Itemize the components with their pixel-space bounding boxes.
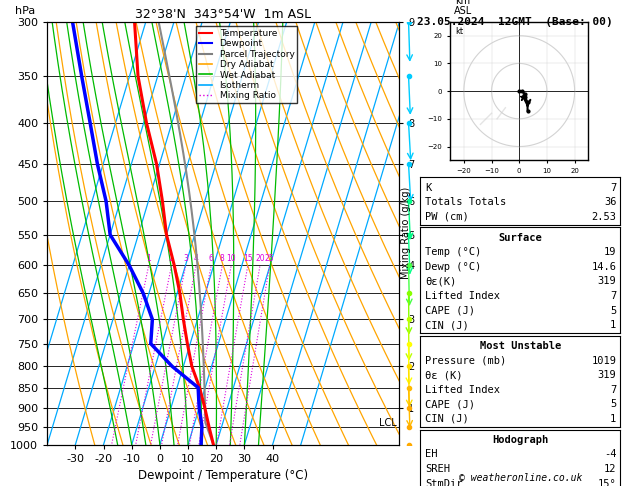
Text: 15: 15 — [243, 254, 252, 263]
Text: 7: 7 — [610, 385, 616, 395]
Text: 25: 25 — [265, 254, 274, 263]
Text: 319: 319 — [598, 370, 616, 380]
Text: © weatheronline.co.uk: © weatheronline.co.uk — [459, 473, 582, 483]
Text: 3: 3 — [183, 254, 188, 263]
Text: 1: 1 — [610, 414, 616, 424]
Text: Totals Totals: Totals Totals — [425, 197, 506, 207]
Text: 2: 2 — [169, 254, 174, 263]
Text: Lifted Index: Lifted Index — [425, 291, 500, 301]
Text: 15°: 15° — [598, 479, 616, 486]
Text: 20: 20 — [255, 254, 265, 263]
Text: 5: 5 — [610, 306, 616, 315]
Text: Temp (°C): Temp (°C) — [425, 247, 481, 257]
Text: Most Unstable: Most Unstable — [479, 341, 561, 351]
Text: SREH: SREH — [425, 464, 450, 474]
Text: Dewp (°C): Dewp (°C) — [425, 262, 481, 272]
Text: 19: 19 — [604, 247, 616, 257]
Text: 8: 8 — [220, 254, 225, 263]
Text: 10: 10 — [226, 254, 236, 263]
Text: 23.05.2024  12GMT  (Base: 00): 23.05.2024 12GMT (Base: 00) — [416, 17, 613, 27]
Text: Hodograph: Hodograph — [492, 435, 548, 445]
Text: 6: 6 — [209, 254, 213, 263]
Text: CIN (J): CIN (J) — [425, 320, 469, 330]
Text: -4: -4 — [604, 450, 616, 459]
Text: 1: 1 — [146, 254, 151, 263]
Text: 7: 7 — [610, 183, 616, 192]
Text: 14.6: 14.6 — [591, 262, 616, 272]
Text: km
ASL: km ASL — [454, 0, 472, 16]
Text: PW (cm): PW (cm) — [425, 212, 469, 222]
Text: 36: 36 — [604, 197, 616, 207]
Text: 4: 4 — [193, 254, 198, 263]
Text: θε(K): θε(K) — [425, 277, 457, 286]
Text: θε (K): θε (K) — [425, 370, 463, 380]
Text: 5: 5 — [610, 399, 616, 409]
Legend: Temperature, Dewpoint, Parcel Trajectory, Dry Adiabat, Wet Adiabat, Isotherm, Mi: Temperature, Dewpoint, Parcel Trajectory… — [196, 26, 297, 103]
Text: CIN (J): CIN (J) — [425, 414, 469, 424]
Text: 319: 319 — [598, 277, 616, 286]
X-axis label: Dewpoint / Temperature (°C): Dewpoint / Temperature (°C) — [138, 469, 308, 482]
Text: CAPE (J): CAPE (J) — [425, 399, 475, 409]
Text: 12: 12 — [604, 464, 616, 474]
Text: 1019: 1019 — [591, 356, 616, 365]
Text: 1: 1 — [610, 320, 616, 330]
Text: hPa: hPa — [16, 5, 36, 16]
Text: K: K — [425, 183, 431, 192]
Text: StmDir: StmDir — [425, 479, 463, 486]
Text: EH: EH — [425, 450, 438, 459]
Text: LCL: LCL — [379, 418, 397, 428]
Text: CAPE (J): CAPE (J) — [425, 306, 475, 315]
Text: Pressure (mb): Pressure (mb) — [425, 356, 506, 365]
Text: Mixing Ratio (g/kg): Mixing Ratio (g/kg) — [401, 187, 411, 279]
Text: Surface: Surface — [498, 233, 542, 243]
Text: 7: 7 — [610, 291, 616, 301]
Text: Lifted Index: Lifted Index — [425, 385, 500, 395]
Text: kt: kt — [455, 27, 464, 36]
Text: 2.53: 2.53 — [591, 212, 616, 222]
Title: 32°38'N  343°54'W  1m ASL: 32°38'N 343°54'W 1m ASL — [135, 8, 311, 21]
